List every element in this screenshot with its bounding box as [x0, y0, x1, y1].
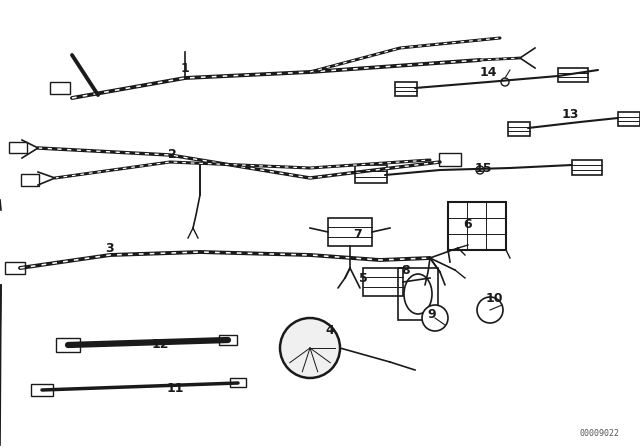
Bar	[50, 82, 70, 94]
Bar	[31, 384, 53, 396]
Bar	[618, 112, 640, 126]
Bar	[230, 379, 246, 388]
Circle shape	[422, 305, 448, 331]
Bar	[355, 165, 387, 183]
Text: 12: 12	[151, 339, 169, 352]
Bar	[558, 68, 588, 82]
Bar	[56, 338, 80, 352]
Bar	[398, 268, 438, 320]
Text: 5: 5	[358, 271, 367, 284]
Bar	[508, 122, 530, 136]
Bar	[5, 262, 25, 274]
Text: 4: 4	[326, 323, 334, 336]
Bar	[219, 335, 237, 345]
Text: 2: 2	[168, 148, 177, 161]
Bar	[363, 268, 403, 296]
Circle shape	[476, 166, 484, 174]
Text: 00009022: 00009022	[580, 429, 620, 438]
Bar	[395, 82, 417, 96]
Bar	[9, 142, 27, 154]
Bar	[448, 202, 506, 250]
Text: 9: 9	[428, 309, 436, 322]
Text: 3: 3	[106, 241, 115, 254]
Text: 11: 11	[166, 382, 184, 395]
Text: 7: 7	[354, 228, 362, 241]
Bar	[21, 174, 39, 186]
Text: 8: 8	[402, 263, 410, 276]
Circle shape	[477, 297, 503, 323]
Text: 13: 13	[561, 108, 579, 121]
Circle shape	[280, 318, 340, 378]
Bar	[439, 154, 461, 167]
Text: 15: 15	[474, 161, 492, 175]
Bar	[328, 218, 372, 246]
Bar	[572, 160, 602, 175]
Text: 10: 10	[485, 292, 503, 305]
Text: 6: 6	[464, 217, 472, 231]
Text: 14: 14	[479, 65, 497, 78]
Circle shape	[501, 78, 509, 86]
Text: 1: 1	[180, 61, 189, 74]
